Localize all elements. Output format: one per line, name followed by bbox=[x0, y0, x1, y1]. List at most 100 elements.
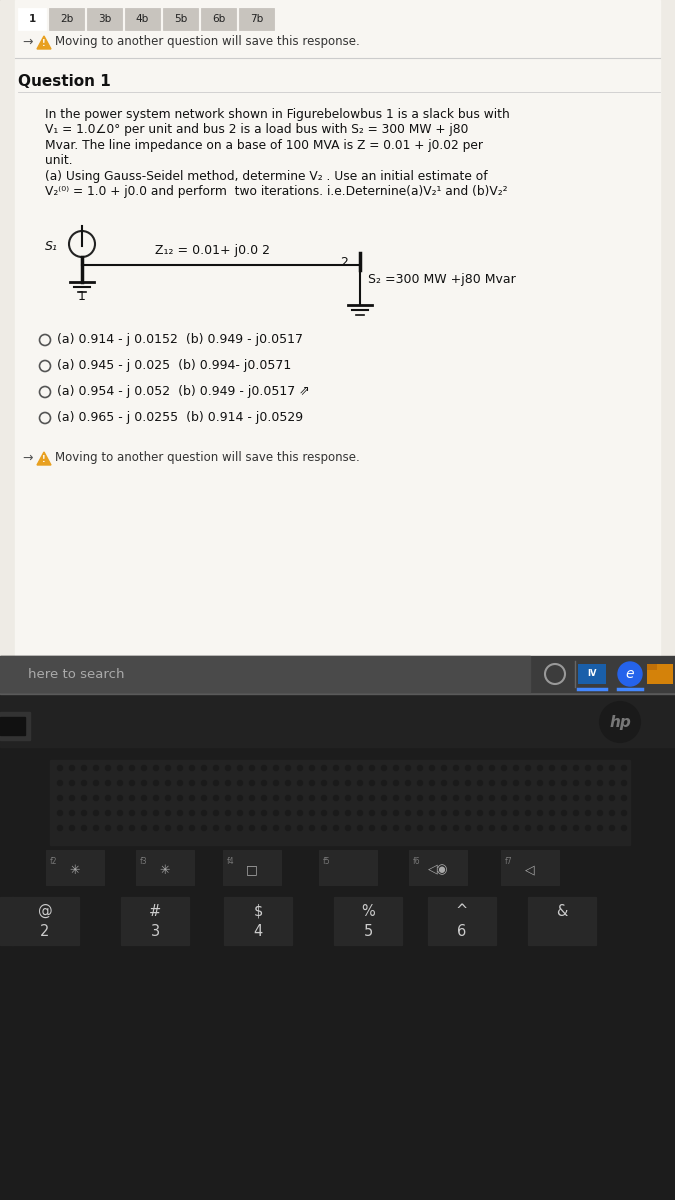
Circle shape bbox=[57, 826, 63, 830]
Circle shape bbox=[250, 796, 254, 800]
Circle shape bbox=[418, 810, 423, 816]
Circle shape bbox=[225, 766, 230, 770]
Text: S₂ =300 MW +j80 Mvar: S₂ =300 MW +j80 Mvar bbox=[368, 274, 516, 287]
Circle shape bbox=[261, 826, 267, 830]
Polygon shape bbox=[37, 36, 51, 49]
Text: 6: 6 bbox=[458, 924, 466, 938]
Circle shape bbox=[105, 780, 111, 786]
Circle shape bbox=[153, 796, 159, 800]
Circle shape bbox=[406, 826, 410, 830]
Circle shape bbox=[178, 826, 182, 830]
Circle shape bbox=[165, 810, 171, 816]
Circle shape bbox=[429, 766, 435, 770]
Text: f5: f5 bbox=[323, 857, 331, 866]
Circle shape bbox=[333, 780, 338, 786]
Circle shape bbox=[597, 780, 603, 786]
Text: Mvar. The line impedance on a base of 100 MVA is Z = 0.01 + j0.02 per: Mvar. The line impedance on a base of 10… bbox=[45, 139, 483, 152]
Text: (a) Using Gauss-Seidel method, determine V₂ . Use an initial estimate of: (a) Using Gauss-Seidel method, determine… bbox=[45, 170, 487, 182]
Circle shape bbox=[574, 826, 578, 830]
Circle shape bbox=[369, 780, 375, 786]
Circle shape bbox=[202, 766, 207, 770]
Circle shape bbox=[94, 810, 99, 816]
Text: f6: f6 bbox=[413, 857, 421, 866]
Circle shape bbox=[117, 826, 122, 830]
Circle shape bbox=[82, 766, 86, 770]
Circle shape bbox=[549, 826, 554, 830]
Circle shape bbox=[202, 796, 207, 800]
Text: Z₁₂ = 0.01+ j0.0 2: Z₁₂ = 0.01+ j0.0 2 bbox=[155, 244, 270, 257]
Circle shape bbox=[225, 796, 230, 800]
Circle shape bbox=[358, 766, 362, 770]
Text: 3b: 3b bbox=[98, 14, 111, 24]
Text: $: $ bbox=[253, 904, 263, 918]
Circle shape bbox=[250, 766, 254, 770]
Circle shape bbox=[70, 826, 74, 830]
Circle shape bbox=[526, 810, 531, 816]
Circle shape bbox=[441, 810, 446, 816]
Circle shape bbox=[250, 810, 254, 816]
Circle shape bbox=[82, 796, 86, 800]
Circle shape bbox=[178, 766, 182, 770]
Circle shape bbox=[537, 766, 543, 770]
Circle shape bbox=[190, 766, 194, 770]
Bar bbox=[0, 692, 675, 746]
Circle shape bbox=[502, 810, 506, 816]
Text: (a) 0.965 - j 0.0255  (b) 0.914 - j0.0529: (a) 0.965 - j 0.0255 (b) 0.914 - j0.0529 bbox=[57, 412, 303, 425]
Circle shape bbox=[369, 796, 375, 800]
Circle shape bbox=[549, 810, 554, 816]
Bar bbox=[0, 716, 25, 734]
Circle shape bbox=[600, 702, 640, 742]
Circle shape bbox=[238, 796, 242, 800]
Circle shape bbox=[165, 780, 171, 786]
Circle shape bbox=[190, 826, 194, 830]
Bar bbox=[501, 850, 559, 886]
Circle shape bbox=[562, 780, 566, 786]
Circle shape bbox=[489, 826, 495, 830]
Circle shape bbox=[585, 780, 591, 786]
Circle shape bbox=[321, 796, 327, 800]
Text: 1: 1 bbox=[28, 14, 36, 24]
Circle shape bbox=[261, 766, 267, 770]
Circle shape bbox=[394, 810, 398, 816]
Circle shape bbox=[94, 780, 99, 786]
Circle shape bbox=[358, 780, 362, 786]
Circle shape bbox=[225, 780, 230, 786]
Circle shape bbox=[358, 810, 362, 816]
Circle shape bbox=[333, 796, 338, 800]
Circle shape bbox=[142, 810, 146, 816]
Circle shape bbox=[618, 662, 642, 686]
Circle shape bbox=[610, 796, 614, 800]
Circle shape bbox=[466, 810, 470, 816]
Bar bbox=[125, 8, 160, 30]
Text: !: ! bbox=[42, 456, 46, 464]
Circle shape bbox=[514, 780, 518, 786]
Bar bbox=[223, 850, 281, 886]
Circle shape bbox=[273, 796, 279, 800]
Bar bbox=[49, 8, 84, 30]
Text: Question 1: Question 1 bbox=[18, 74, 111, 89]
Bar bbox=[50, 760, 630, 845]
Circle shape bbox=[321, 810, 327, 816]
Circle shape bbox=[346, 826, 350, 830]
Circle shape bbox=[94, 796, 99, 800]
Bar bbox=[46, 850, 104, 886]
Circle shape bbox=[454, 810, 458, 816]
Text: 2: 2 bbox=[340, 257, 348, 270]
Circle shape bbox=[622, 780, 626, 786]
Circle shape bbox=[562, 826, 566, 830]
Circle shape bbox=[441, 826, 446, 830]
Bar bbox=[0, 686, 675, 694]
Circle shape bbox=[381, 766, 387, 770]
Circle shape bbox=[142, 780, 146, 786]
Text: %: % bbox=[361, 904, 375, 918]
Bar bbox=[0, 0, 675, 660]
Circle shape bbox=[333, 766, 338, 770]
Circle shape bbox=[310, 826, 315, 830]
Circle shape bbox=[105, 796, 111, 800]
Text: (a) 0.945 - j 0.025  (b) 0.994- j0.0571: (a) 0.945 - j 0.025 (b) 0.994- j0.0571 bbox=[57, 360, 291, 372]
Circle shape bbox=[273, 780, 279, 786]
Circle shape bbox=[117, 796, 122, 800]
Text: V₂⁽⁰⁾ = 1.0 + j0.0 and perform  two iterations. i.e.Deternine(a)V₂¹ and (b)V₂²: V₂⁽⁰⁾ = 1.0 + j0.0 and perform two itera… bbox=[45, 186, 508, 198]
Circle shape bbox=[489, 796, 495, 800]
Text: 6b: 6b bbox=[212, 14, 225, 24]
